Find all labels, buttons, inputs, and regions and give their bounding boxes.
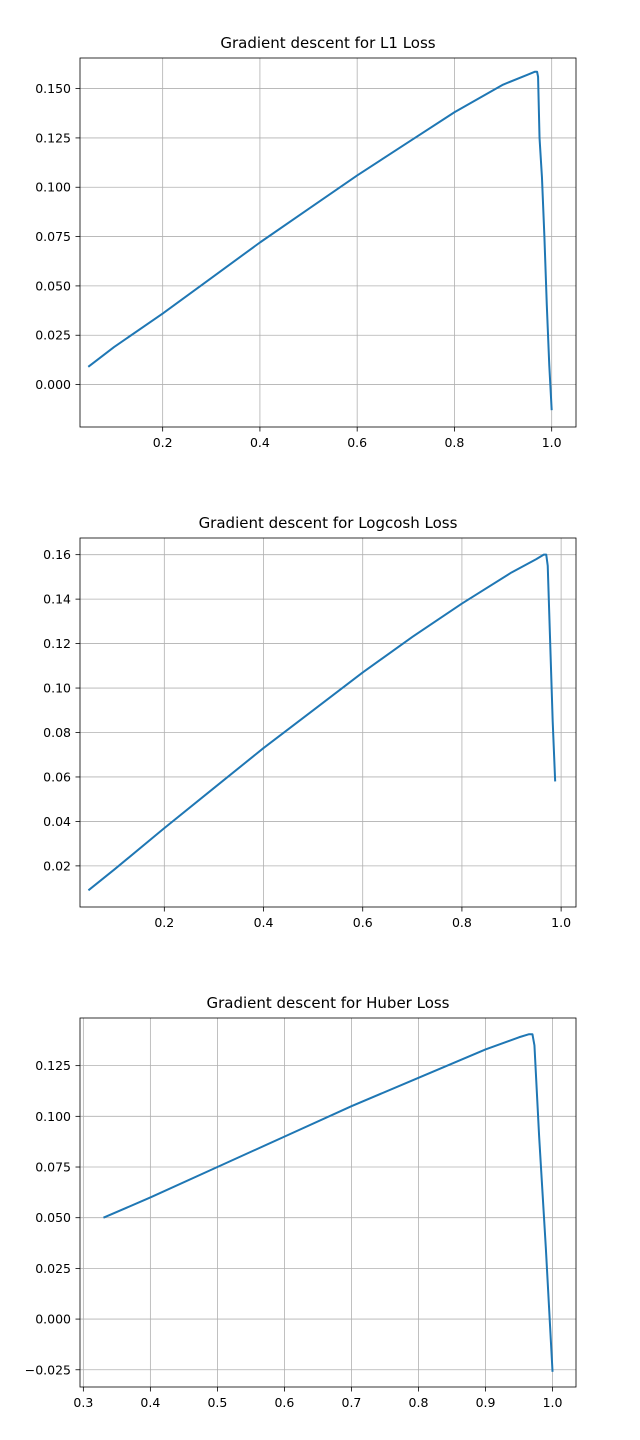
chart-3: Gradient descent for Huber Loss 0.3 0.4 0.5… [25, 994, 577, 1410]
y-tick-label: 0.025 [35, 328, 71, 343]
axes-frame [79, 1017, 577, 1388]
y-tick-label: 0.075 [35, 1160, 71, 1175]
y-tick-label: −0.025 [25, 1362, 71, 1377]
x-tick-label: 0.6 [274, 1395, 294, 1410]
y-tick-label: 0.025 [35, 1261, 71, 1276]
chart-1: Gradient descent for L1 Loss 0.2 0.4 0.6 0.8… [35, 34, 577, 450]
x-tick-label: 0.2 [153, 435, 173, 450]
y-tick-label: 0.06 [43, 769, 71, 784]
y-tick-label: 0.050 [35, 278, 71, 293]
chart-2: Gradient descent for Logcosh Loss 0.2 0.4 0… [43, 514, 577, 930]
x-tick-label: 0.8 [452, 915, 472, 930]
y-tick-label: 0.000 [35, 1312, 71, 1327]
x-tick-label: 0.7 [342, 1395, 362, 1410]
axes-frame [79, 57, 577, 428]
x-tick-label: 0.4 [250, 435, 270, 450]
y-tick-label: 0.100 [35, 180, 71, 195]
y-tick-label: 0.050 [35, 1210, 71, 1225]
x-tick-label: 0.5 [207, 1395, 227, 1410]
y-tick-label: 0.12 [43, 636, 71, 651]
x-tick-label: 1.0 [543, 1395, 563, 1410]
y-tick-label: 0.150 [35, 81, 71, 96]
y-tick-label: 0.02 [43, 858, 71, 873]
series-line [103, 1033, 554, 1372]
x-tick-label: 1.0 [542, 435, 562, 450]
y-tick-label: 0.125 [35, 130, 71, 145]
x-tick-label: 0.6 [347, 435, 367, 450]
axes-frame [79, 537, 577, 908]
x-tick-label: 0.8 [409, 1395, 429, 1410]
chart-title: Gradient descent for Logcosh Loss [199, 514, 458, 532]
y-tick-label: 0.000 [35, 377, 71, 392]
y-tick-label: 0.125 [35, 1058, 71, 1073]
x-tick-label: 0.3 [73, 1395, 93, 1410]
y-tick-label: 0.16 [43, 547, 71, 562]
x-tick-label: 0.4 [254, 915, 274, 930]
x-tick-label: 0.6 [353, 915, 373, 930]
series-line [87, 70, 553, 411]
y-tick-label: 0.04 [43, 814, 71, 829]
x-tick-label: 0.4 [140, 1395, 160, 1410]
y-tick-label: 0.14 [43, 592, 71, 607]
chart-title: Gradient descent for Huber Loss [206, 994, 449, 1012]
x-tick-label: 1.0 [551, 915, 571, 930]
series-line [87, 553, 557, 892]
chart-title: Gradient descent for L1 Loss [220, 34, 435, 52]
y-tick-label: 0.075 [35, 229, 71, 244]
x-tick-label: 0.9 [476, 1395, 496, 1410]
y-tick-label: 0.10 [43, 681, 71, 696]
y-tick-label: 0.100 [35, 1109, 71, 1124]
y-tick-label: 0.08 [43, 725, 71, 740]
x-tick-label: 0.8 [444, 435, 464, 450]
x-tick-label: 0.2 [154, 915, 174, 930]
